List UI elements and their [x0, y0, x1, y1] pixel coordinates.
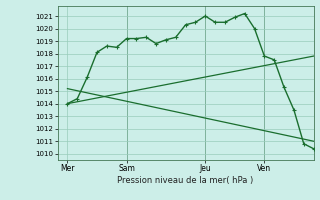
X-axis label: Pression niveau de la mer( hPa ): Pression niveau de la mer( hPa )	[117, 176, 254, 185]
